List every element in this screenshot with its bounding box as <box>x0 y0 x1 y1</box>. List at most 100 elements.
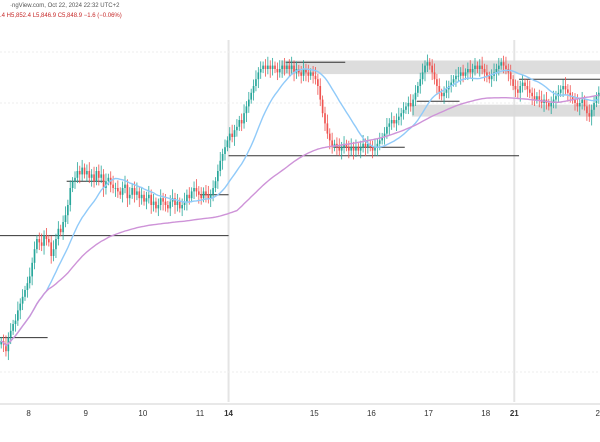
candle-170 <box>405 102 407 114</box>
candle-52 <box>124 175 126 194</box>
candle-body-240 <box>571 96 574 100</box>
candle-223 <box>531 87 533 106</box>
candle-body-14 <box>33 249 36 263</box>
candle-body-107 <box>255 79 257 86</box>
candle-body-70 <box>167 205 169 209</box>
candle-65 <box>155 197 157 213</box>
candle-82 <box>195 179 198 197</box>
candle-203 <box>483 63 486 82</box>
candle-171 <box>407 96 410 115</box>
candle-60 <box>143 190 145 206</box>
x-tick-label-11: 11 <box>196 409 205 418</box>
candle-98 <box>233 124 236 146</box>
candle-101 <box>240 113 243 132</box>
candle-body-217 <box>517 89 519 93</box>
candle-body-115 <box>274 65 276 69</box>
candle-body-177 <box>421 72 424 80</box>
candle-51 <box>121 181 124 203</box>
candle-body-154 <box>367 143 369 148</box>
candle-164 <box>390 112 393 130</box>
candle-body-244 <box>581 99 583 103</box>
candle-body-181 <box>431 65 433 73</box>
candle-184 <box>438 78 441 100</box>
candle-220 <box>524 78 526 91</box>
candle-body-246 <box>586 106 588 114</box>
candle-22 <box>52 240 55 262</box>
candle-body-37 <box>88 171 91 178</box>
candle-body-32 <box>76 171 79 178</box>
candle-139 <box>331 132 333 154</box>
candle-138 <box>328 128 331 150</box>
candle-body-204 <box>486 72 488 76</box>
candle-168 <box>400 107 403 126</box>
candle-48 <box>114 182 117 197</box>
candle-body-216 <box>514 86 517 90</box>
candle-body-144 <box>343 143 345 148</box>
candle-body-149 <box>355 147 357 151</box>
candle-body-22 <box>52 249 55 256</box>
candle-body-15 <box>36 239 38 250</box>
candle-145 <box>345 139 348 152</box>
candle-body-29 <box>69 188 72 205</box>
candle-15 <box>36 234 38 254</box>
candle-body-81 <box>193 188 195 192</box>
candle-156 <box>371 140 374 159</box>
candle-108 <box>257 67 260 89</box>
x-tick-label-21: 21 <box>510 409 519 418</box>
candle-173 <box>412 94 414 116</box>
candle-body-212 <box>505 65 507 69</box>
candle-104 <box>247 91 250 113</box>
candle-199 <box>474 57 476 76</box>
x-axis: 8 9 10 11 14 15 16 17 18 21 22 <box>0 403 600 418</box>
candle-body-48 <box>114 188 117 189</box>
candle-body-18 <box>43 235 45 246</box>
candle-78 <box>186 189 188 211</box>
candle-body-55 <box>131 188 133 195</box>
candle-body-147 <box>350 147 353 151</box>
x-tick-label-14: 14 <box>224 409 233 418</box>
candle-body-101 <box>240 120 243 124</box>
chart-source-text: ·ngView.com, Oct 22, 2024 22:32 UTC+2 <box>10 3 120 9</box>
candle-212 <box>505 56 507 75</box>
candle-body-162 <box>386 126 388 134</box>
candle-197 <box>469 60 472 78</box>
candle-body-102 <box>243 113 245 124</box>
candle-body-193 <box>459 72 462 76</box>
candle-body-145 <box>345 143 348 148</box>
candle-11 <box>26 276 29 298</box>
candle-31 <box>74 171 76 189</box>
candle-26 <box>62 215 64 240</box>
candle-body-69 <box>164 201 167 205</box>
supply-demand-zones <box>280 60 600 117</box>
candle-body-169 <box>402 109 405 114</box>
x-tick-label-9: 9 <box>83 409 88 418</box>
candle-206 <box>490 69 493 87</box>
candle-120 <box>286 61 288 74</box>
candle-body-95 <box>226 140 229 148</box>
candle-14 <box>33 241 36 270</box>
candle-body-7 <box>17 310 19 321</box>
candle-135 <box>321 95 324 118</box>
candle-177 <box>421 63 424 85</box>
candle-147 <box>350 138 353 156</box>
candle-81 <box>193 181 195 200</box>
candle-body-34 <box>81 167 83 175</box>
candle-body-211 <box>502 62 505 66</box>
candle-62 <box>147 185 150 204</box>
candle-body-156 <box>371 147 374 151</box>
candle-59 <box>140 187 143 205</box>
x-tick-label-22: 22 <box>596 409 600 418</box>
candle-86 <box>205 184 207 203</box>
candle-body-230 <box>547 103 550 107</box>
candle-body-158 <box>376 143 379 148</box>
candle-body-21 <box>50 242 53 256</box>
candle-body-172 <box>409 103 412 107</box>
candle-116 <box>276 62 279 81</box>
candle-55 <box>131 183 133 199</box>
candle-body-120 <box>286 65 288 69</box>
candle-70 <box>167 200 169 213</box>
candle-21 <box>50 235 53 264</box>
candle-64 <box>152 193 155 212</box>
candle-210 <box>500 58 503 70</box>
candle-body-247 <box>588 113 591 117</box>
